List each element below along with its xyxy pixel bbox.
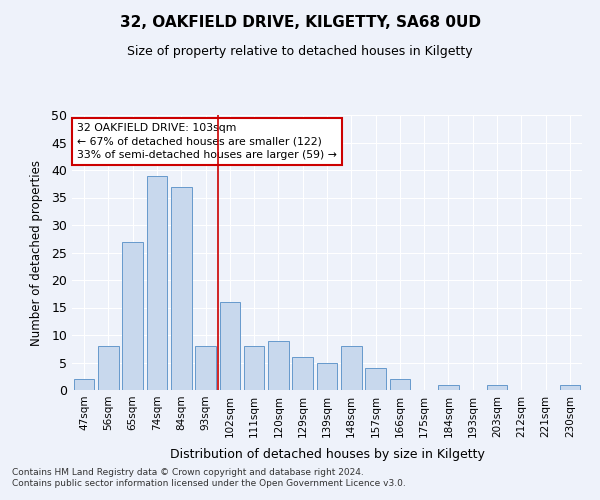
Y-axis label: Number of detached properties: Number of detached properties [30, 160, 43, 346]
Bar [122, 242, 143, 390]
Text: 32, OAKFIELD DRIVE, KILGETTY, SA68 0UD: 32, OAKFIELD DRIVE, KILGETTY, SA68 0UD [119, 15, 481, 30]
Bar [317, 362, 337, 390]
Text: 32 OAKFIELD DRIVE: 103sqm
← 67% of detached houses are smaller (122)
33% of semi: 32 OAKFIELD DRIVE: 103sqm ← 67% of detac… [77, 123, 337, 160]
X-axis label: Distribution of detached houses by size in Kilgetty: Distribution of detached houses by size … [170, 448, 484, 461]
Bar [98, 346, 119, 390]
Text: Contains HM Land Registry data © Crown copyright and database right 2024.
Contai: Contains HM Land Registry data © Crown c… [12, 468, 406, 487]
Bar [389, 379, 410, 390]
Bar [244, 346, 265, 390]
Bar [365, 368, 386, 390]
Bar [487, 384, 508, 390]
Bar [438, 384, 459, 390]
Bar [146, 176, 167, 390]
Bar [268, 340, 289, 390]
Bar [74, 379, 94, 390]
Bar [171, 186, 191, 390]
Text: Size of property relative to detached houses in Kilgetty: Size of property relative to detached ho… [127, 45, 473, 58]
Bar [341, 346, 362, 390]
Bar [292, 357, 313, 390]
Bar [195, 346, 216, 390]
Bar [220, 302, 240, 390]
Bar [560, 384, 580, 390]
